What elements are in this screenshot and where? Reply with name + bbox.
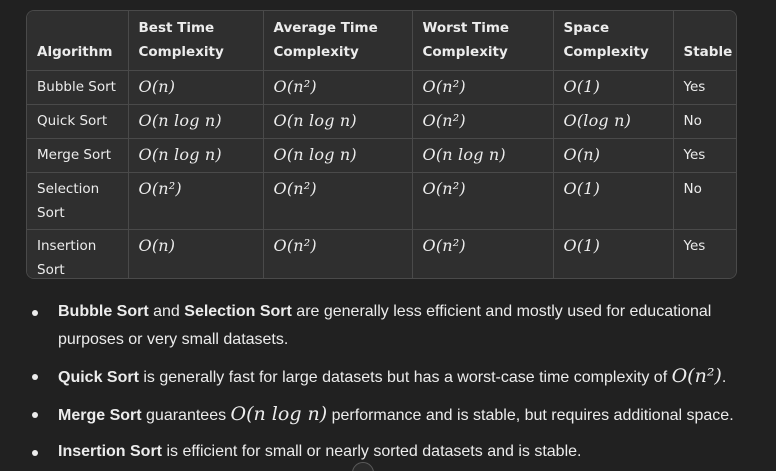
complexity-table-container: Algorithm Best Time Complexity Average Ti…	[26, 10, 737, 279]
table-row: Selection Sort O(n²) O(n²) O(n²) O(1) No	[27, 172, 736, 230]
algorithm-cell: Quick Sort	[27, 104, 129, 139]
list-item: Insertion Sort is efficient for small or…	[32, 438, 752, 466]
math-expression: O(n²)	[671, 365, 722, 387]
space-cell: O(1)	[553, 70, 674, 105]
bold-term: Quick Sort	[58, 369, 139, 386]
best-cell: O(n)	[128, 229, 264, 278]
note-text: is generally fast for large datasets but…	[138, 369, 672, 386]
header-algorithm: Algorithm	[27, 11, 129, 71]
header-space: Space Complexity	[553, 11, 674, 71]
bold-term: Merge Sort	[58, 407, 142, 424]
average-cell: O(n²)	[263, 70, 413, 105]
table-row: Quick Sort O(n log n) O(n log n) O(n²) O…	[27, 104, 736, 139]
table-header-row: Algorithm Best Time Complexity Average Ti…	[27, 11, 736, 71]
list-item: Quick Sort is generally fast for large d…	[32, 362, 752, 392]
worst-cell: O(n²)	[412, 70, 554, 105]
table-row: Insertion Sort O(n) O(n²) O(n²) O(1) Yes	[27, 229, 736, 278]
bullet-icon	[32, 412, 38, 418]
worst-cell: O(n²)	[412, 172, 554, 230]
worst-cell: O(n log n)	[412, 138, 554, 173]
bullet-icon	[32, 450, 38, 456]
note-text: guarantees	[141, 407, 231, 424]
list-item: Merge Sort guarantees O(n log n) perform…	[32, 400, 752, 430]
best-cell: O(n log n)	[128, 104, 264, 139]
worst-cell: O(n²)	[412, 229, 554, 278]
space-cell: O(1)	[553, 229, 674, 278]
best-cell: O(n)	[128, 70, 264, 105]
note-text: and	[148, 303, 185, 320]
stable-cell: No	[673, 172, 736, 230]
bold-term: Insertion Sort	[58, 443, 163, 460]
space-cell: O(n)	[553, 138, 674, 173]
algorithm-cell: Insertion Sort	[27, 229, 129, 278]
note-text: are generally less efficient and mostly …	[58, 303, 712, 348]
average-cell: O(n²)	[263, 172, 413, 230]
bold-term: Bubble Sort	[58, 303, 149, 320]
sorting-complexity-table: Algorithm Best Time Complexity Average Ti…	[27, 11, 736, 278]
summary-bullet-list: Bubble Sort and Selection Sort are gener…	[32, 298, 752, 471]
average-cell: O(n log n)	[263, 138, 413, 173]
best-cell: O(n log n)	[128, 138, 264, 173]
stable-cell: Yes	[673, 229, 736, 278]
header-best-time: Best Time Complexity	[128, 11, 264, 71]
algorithm-cell: Bubble Sort	[27, 70, 129, 105]
header-average-time: Average Time Complexity	[263, 11, 413, 71]
stable-cell: Yes	[673, 138, 736, 173]
stable-cell: Yes	[673, 70, 736, 105]
bold-term: Selection Sort	[184, 303, 292, 320]
worst-cell: O(n²)	[412, 104, 554, 139]
table-row: Bubble Sort O(n) O(n²) O(n²) O(1) Yes	[27, 70, 736, 105]
best-cell: O(n²)	[128, 172, 264, 230]
space-cell: O(1)	[553, 172, 674, 230]
average-cell: O(n²)	[263, 229, 413, 278]
note-text: .	[721, 369, 727, 386]
bullet-icon	[32, 310, 38, 316]
average-cell: O(n log n)	[263, 104, 413, 139]
math-expression: O(n log n)	[230, 403, 328, 425]
space-cell: O(log n)	[553, 104, 674, 139]
header-worst-time: Worst Time Complexity	[412, 11, 554, 71]
stable-cell: No	[673, 104, 736, 139]
algorithm-cell: Merge Sort	[27, 138, 129, 173]
note-text: performance and is stable, but requires …	[327, 407, 734, 424]
bullet-icon	[32, 374, 38, 380]
note-text: is efficient for small or nearly sorted …	[162, 443, 582, 460]
list-item: Bubble Sort and Selection Sort are gener…	[32, 298, 752, 354]
header-stable: Stable	[673, 11, 736, 71]
table-row: Merge Sort O(n log n) O(n log n) O(n log…	[27, 138, 736, 173]
algorithm-cell: Selection Sort	[27, 172, 129, 230]
